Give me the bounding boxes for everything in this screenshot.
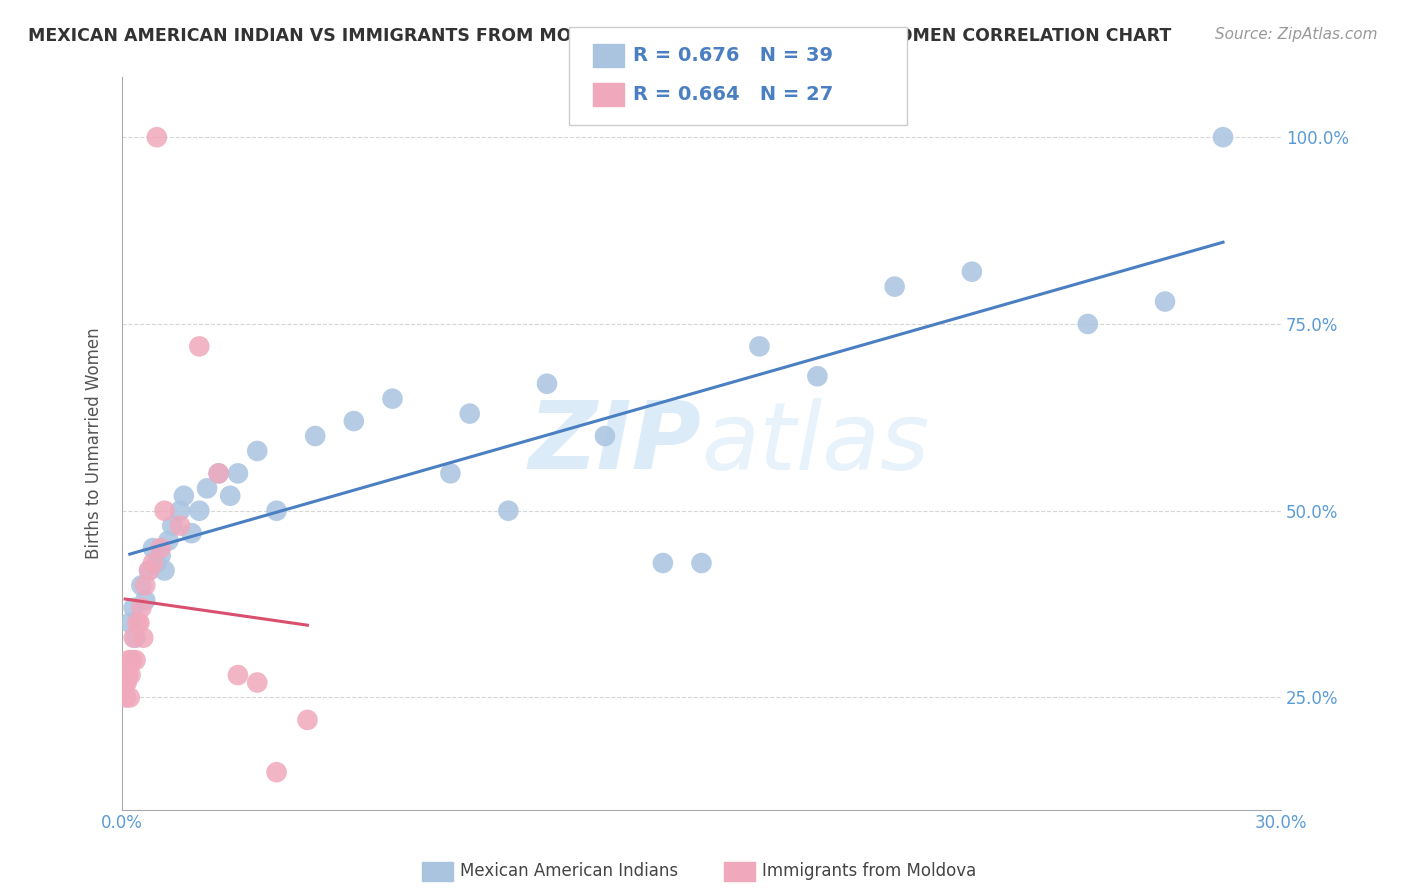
Point [246,444,269,458]
Point [128,615,150,630]
Point [266,504,288,518]
Point [122,600,145,615]
Point [131,578,153,592]
Point [138,564,160,578]
Point [157,533,180,548]
Point [960,265,983,279]
Point [146,556,169,570]
Point [458,407,481,421]
Point [173,489,195,503]
Point [131,600,153,615]
Point [207,467,229,481]
Point [883,279,905,293]
Text: Source: ZipAtlas.com: Source: ZipAtlas.com [1215,27,1378,42]
Text: Immigrants from Moldova: Immigrants from Moldova [762,863,976,880]
Point [162,518,184,533]
Point [118,653,141,667]
Point [132,631,155,645]
Point [124,631,146,645]
Point [381,392,404,406]
Point [114,675,136,690]
Point [226,467,249,481]
Text: MEXICAN AMERICAN INDIAN VS IMMIGRANTS FROM MOLDOVA BIRTHS TO UNMARRIED WOMEN COR: MEXICAN AMERICAN INDIAN VS IMMIGRANTS FR… [28,27,1171,45]
Y-axis label: Births to Unmarried Women: Births to Unmarried Women [86,327,103,559]
Point [149,549,172,563]
Point [122,631,145,645]
Point [748,339,770,353]
Point [142,556,165,570]
Point [806,369,828,384]
Point [142,541,165,555]
Point [120,668,142,682]
Point [127,615,149,630]
Point [134,593,156,607]
Point [207,467,229,481]
Text: atlas: atlas [702,398,929,489]
Point [124,653,146,667]
Point [1212,130,1234,145]
Point [1154,294,1177,309]
Text: ZIP: ZIP [529,398,702,490]
Point [180,526,202,541]
Point [188,504,211,518]
Point [246,675,269,690]
Point [138,564,160,578]
Point [536,376,558,391]
Point [1077,317,1099,331]
Point [115,690,138,705]
Point [226,668,249,682]
Point [118,690,141,705]
Point [153,504,176,518]
Point [146,130,169,145]
Point [304,429,326,443]
Point [266,765,288,780]
Point [651,556,673,570]
Text: R = 0.676   N = 39: R = 0.676 N = 39 [633,45,832,65]
Point [149,541,172,555]
Point [118,615,141,630]
Point [593,429,616,443]
Point [297,713,319,727]
Point [169,504,191,518]
Text: Mexican American Indians: Mexican American Indians [460,863,678,880]
Point [343,414,366,428]
Point [153,564,176,578]
Point [117,668,139,682]
Point [188,339,211,353]
Text: R = 0.664   N = 27: R = 0.664 N = 27 [633,85,832,104]
Point [195,481,218,495]
Point [169,518,191,533]
Point [115,675,138,690]
Point [121,653,143,667]
Point [690,556,713,570]
Point [439,467,461,481]
Point [134,578,156,592]
Point [498,504,520,518]
Point [219,489,242,503]
